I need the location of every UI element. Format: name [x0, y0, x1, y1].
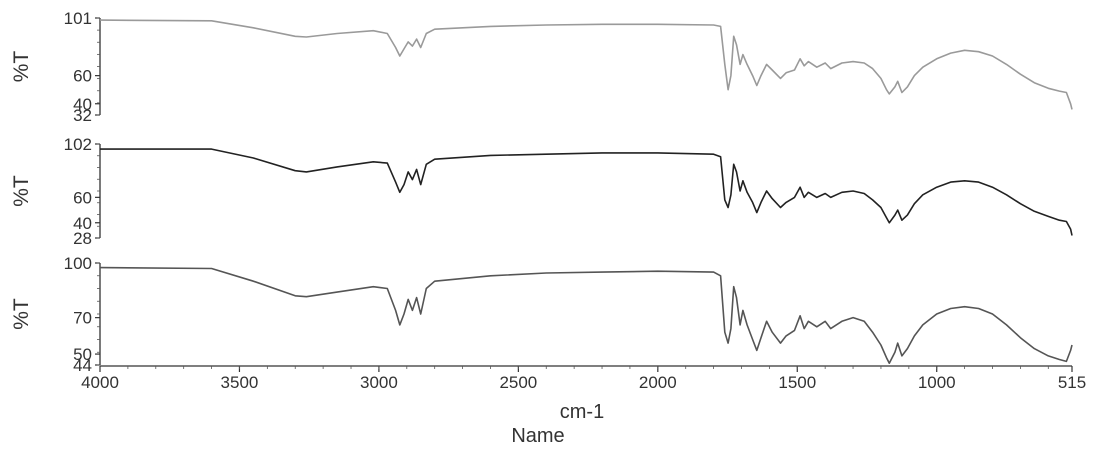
- y-tick-label: 60: [73, 67, 92, 86]
- y-axis-label: %T: [10, 298, 33, 330]
- x-tick-label: 515: [1058, 373, 1086, 392]
- x-tick-label: 2000: [639, 373, 677, 392]
- y-tick-label: 60: [73, 188, 92, 207]
- x-axis-label: cm-1: [560, 401, 604, 423]
- x-tick-label: 1500: [778, 373, 816, 392]
- y-axis-label: %T: [10, 175, 33, 207]
- y-tick-label: 32: [73, 106, 92, 125]
- y-tick-label: 70: [73, 309, 92, 328]
- x-tick-label: 3500: [221, 373, 259, 392]
- x-tick-label: 3000: [360, 373, 398, 392]
- spectrum-line-2: [100, 148, 1073, 236]
- y-tick-label: 44: [73, 356, 92, 375]
- y-tick-label: 100: [64, 254, 92, 273]
- y-tick-label: 28: [73, 229, 92, 248]
- x-axis: 4000 3500 3000 2500 2000 1500 1000 515: [81, 365, 1086, 392]
- y-tick-label: 40: [73, 214, 92, 233]
- y-tick-label: 40: [73, 95, 92, 114]
- x-tick-label: 2500: [499, 373, 537, 392]
- y-axis-label: %T: [10, 51, 33, 83]
- y-tick-label: 50: [73, 345, 92, 364]
- x-tick-label: 1000: [918, 373, 956, 392]
- x-tick-label: 4000: [81, 373, 119, 392]
- chart-sublabel: Name: [511, 425, 564, 447]
- spectrum-line-3: [99, 266, 1073, 364]
- y-tick-label: 101: [64, 9, 92, 28]
- spectrum-line-1: [99, 19, 1073, 110]
- y-tick-label: 102: [64, 135, 92, 154]
